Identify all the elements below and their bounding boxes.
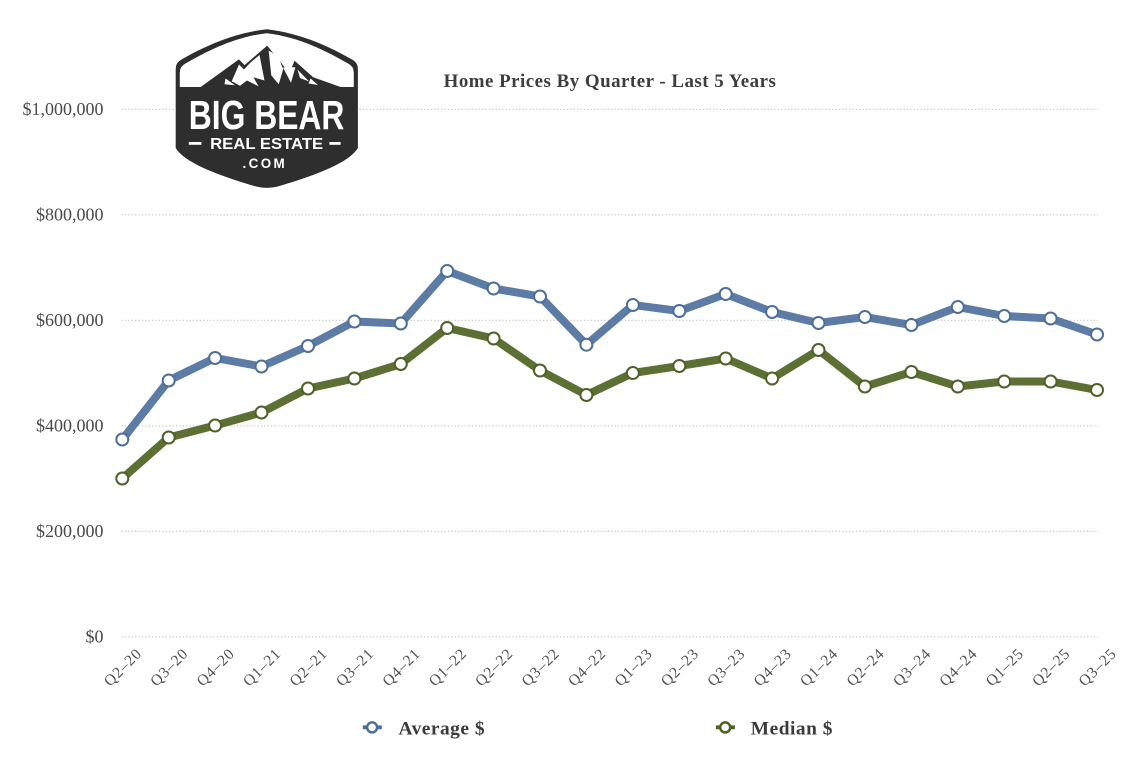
- svg-text:$400,000: $400,000: [36, 416, 104, 436]
- svg-text:$1,000,000: $1,000,000: [23, 99, 104, 119]
- svg-text:$800,000: $800,000: [36, 205, 104, 225]
- svg-text:BIG BEAR: BIG BEAR: [189, 92, 345, 138]
- svg-text:REAL ESTATE: REAL ESTATE: [210, 136, 323, 153]
- svg-text:Average $: Average $: [399, 718, 486, 739]
- svg-text:.COM: .COM: [243, 156, 288, 171]
- svg-text:Median $: Median $: [751, 718, 833, 739]
- svg-text:$600,000: $600,000: [36, 310, 104, 330]
- svg-text:Home Prices By Quarter - Last: Home Prices By Quarter - Last 5 Years: [444, 71, 777, 92]
- svg-text:$200,000: $200,000: [36, 521, 104, 541]
- svg-text:$0: $0: [86, 627, 104, 647]
